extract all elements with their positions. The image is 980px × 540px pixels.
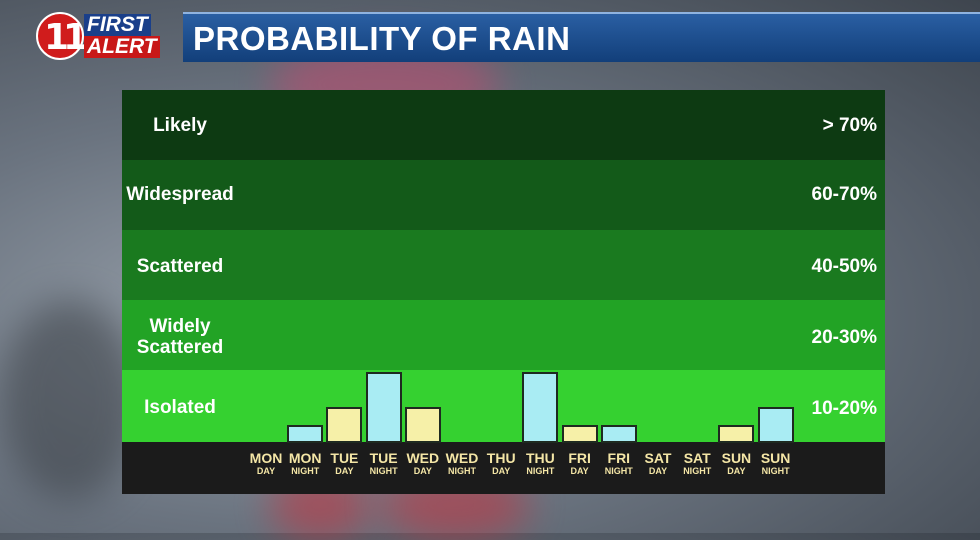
band-widely-scattered: Widely Scattered 20-30% [122, 300, 885, 370]
x-tick-label-thu-night: THU NIGHT [520, 450, 560, 477]
x-tick-period: DAY [570, 466, 589, 476]
x-tick-label-sat-night: SAT NIGHT [677, 450, 717, 477]
band-range-likely: > 70% [822, 115, 877, 136]
x-tick-label-wed-day: WED DAY [403, 450, 443, 477]
x-tick-day: TUE [330, 450, 359, 466]
x-tick-period: NIGHT [291, 466, 320, 476]
x-tick-period: NIGHT [526, 466, 555, 476]
x-tick-label-tue-night: TUE NIGHT [364, 450, 404, 477]
band-label-widely-scattered: Widely Scattered [136, 316, 224, 358]
x-tick-label-fri-night: FRI NIGHT [599, 450, 639, 477]
x-tick-period: DAY [648, 466, 668, 476]
header-banner: PROBABILITY OF RAIN [183, 12, 980, 62]
x-axis-strip [122, 442, 885, 494]
x-tick-day: SUN [721, 450, 752, 466]
band-widespread: Widespread 60-70% [122, 160, 885, 230]
rain-probability-chart: Likely > 70% Widespread 60-70% Scattered… [122, 90, 885, 494]
x-tick-day: SAT [683, 450, 711, 466]
band-likely: Likely > 70% [122, 90, 885, 160]
x-tick-period: NIGHT [448, 466, 476, 476]
logo-circle: 11 [36, 12, 88, 60]
x-tick-period: DAY [256, 466, 276, 476]
band-label-isolated: Isolated [144, 397, 216, 418]
bar-sun-day [718, 424, 755, 443]
logo-number: 11 [44, 17, 88, 58]
band-range-isolated: 10-20% [811, 398, 878, 419]
x-tick-day: TUE [369, 450, 398, 466]
bar-fri-day [561, 424, 598, 443]
x-tick-day: MON [249, 450, 283, 466]
x-tick-period: DAY [413, 466, 432, 476]
bar-sun-night [757, 407, 794, 443]
logo-first-text: FIRST [84, 14, 151, 36]
x-tick-period: NIGHT [604, 466, 633, 476]
x-tick-day: THU [526, 450, 555, 466]
x-tick-label-mon-day: MON DAY [246, 450, 286, 477]
x-tick-period: DAY [727, 466, 746, 476]
band-label-likely: Likely [153, 115, 207, 136]
x-tick-label-sat-day: SAT DAY [638, 450, 678, 477]
x-tick-label-sun-day: SUN DAY [716, 450, 756, 477]
x-tick-period: NIGHT [761, 466, 790, 476]
background-blur [0, 300, 140, 500]
x-tick-period: DAY [492, 466, 511, 476]
x-tick-label-mon-night: MON NIGHT [285, 450, 325, 477]
band-label-scattered: Scattered [136, 256, 224, 277]
band-range-widely-scattered: 20-30% [811, 327, 878, 348]
x-tick-day: THU [486, 450, 516, 466]
x-tick-day: WED [445, 450, 479, 466]
band-label-widespread: Widespread [126, 184, 234, 205]
x-tick-label-tue-day: TUE DAY [324, 450, 364, 477]
x-tick-period: NIGHT [683, 466, 712, 476]
bar-thu-night [522, 372, 559, 443]
bar-mon-night [287, 424, 324, 443]
x-tick-period: DAY [335, 466, 354, 476]
x-tick-day: SUN [760, 450, 791, 466]
x-tick-day: SAT [644, 450, 672, 466]
x-tick-label-wed-night: WED NIGHT [442, 450, 482, 477]
x-tick-label-fri-day: FRI DAY [560, 450, 600, 477]
station-logo: 11 FIRST ALERT [36, 12, 166, 62]
x-tick-label-thu-day: THU DAY [481, 450, 521, 477]
page-title: PROBABILITY OF RAIN [193, 20, 571, 57]
x-tick-day: FRI [607, 450, 631, 466]
logo-alert-text: ALERT [84, 36, 160, 58]
x-tick-day: MON [288, 450, 322, 466]
x-tick-day: WED [406, 450, 440, 466]
x-tick-day: FRI [568, 450, 591, 466]
bar-fri-night [600, 424, 637, 443]
band-range-scattered: 40-50% [811, 256, 878, 277]
bar-tue-day [326, 407, 363, 443]
band-scattered: Scattered 40-50% [122, 230, 885, 300]
x-tick-period: NIGHT [369, 466, 398, 476]
bar-wed-day [404, 407, 441, 443]
x-tick-label-sun-night: SUN NIGHT [756, 450, 796, 477]
band-range-widespread: 60-70% [811, 184, 878, 205]
bar-tue-night [365, 372, 402, 443]
